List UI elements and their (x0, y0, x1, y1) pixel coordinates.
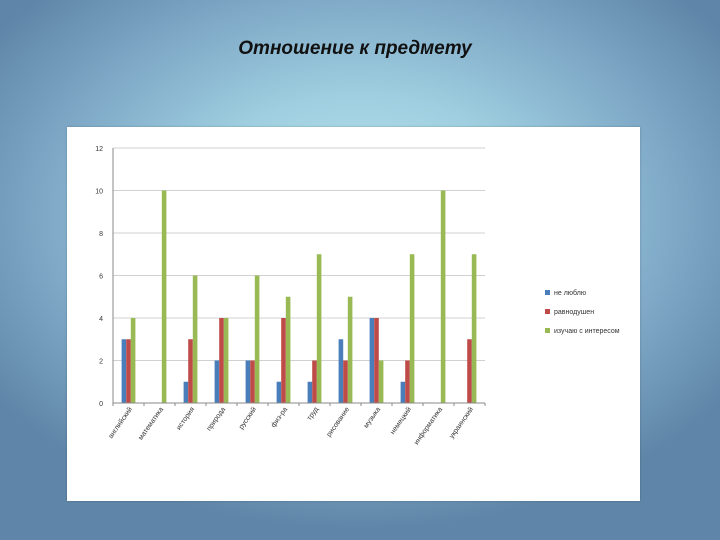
chart-panel: 0 2 4 6 8 10 12 английский математика история при… (67, 127, 640, 501)
x-tick-label: музыка (363, 406, 382, 430)
bar (400, 381, 406, 403)
x-tick-label: русский (237, 405, 258, 430)
x-tick-label: рисование (326, 406, 352, 438)
bar (183, 381, 189, 403)
bar (374, 318, 379, 403)
bar (378, 360, 384, 403)
legend-swatch (545, 290, 550, 295)
x-tick-label: природа (206, 406, 227, 432)
bar (471, 254, 477, 403)
y-axis: 0 2 4 6 8 10 12 (95, 146, 114, 408)
legend: не люблю равнодушен изучаю с интересом (545, 289, 620, 335)
bar (161, 190, 167, 403)
x-axis: английский математика история природа русски… (107, 402, 486, 446)
bar (409, 254, 415, 403)
bar (192, 275, 198, 403)
bar (369, 318, 375, 403)
legend-swatch (545, 309, 550, 314)
bars (121, 190, 477, 403)
legend-swatch (545, 328, 550, 333)
y-tick-label: 12 (95, 146, 103, 153)
bar (281, 318, 286, 403)
bar (440, 190, 446, 403)
bar (254, 275, 260, 403)
x-tick-label: немецкий (389, 405, 414, 435)
bar (347, 296, 353, 403)
x-tick-label: физ-ра (270, 406, 289, 429)
slide-title: Отношение к предмету (238, 38, 472, 59)
x-tick-label: математика (137, 406, 165, 442)
gridlines (113, 147, 485, 404)
bar (214, 360, 220, 403)
y-tick-label: 6 (99, 274, 103, 281)
bar (188, 339, 193, 403)
bar (250, 360, 255, 403)
legend-label: не люблю (554, 289, 586, 297)
y-tick-label: 8 (99, 231, 103, 238)
bar (316, 254, 322, 403)
bar (130, 318, 136, 403)
bar (219, 318, 224, 403)
y-tick-label: 0 (99, 401, 103, 408)
bar (405, 360, 410, 403)
bar (338, 339, 344, 403)
y-tick-label: 10 (95, 189, 103, 196)
bar (223, 318, 229, 403)
bar (467, 339, 472, 403)
bar (285, 296, 291, 403)
bar (312, 360, 317, 403)
x-tick-label: английский (107, 405, 135, 440)
bar (245, 360, 251, 403)
x-tick-label: украинский (448, 405, 476, 440)
bar (307, 381, 313, 403)
bar (343, 360, 348, 403)
x-tick-label: информатика (413, 406, 444, 446)
x-tick-label: история (175, 406, 196, 432)
y-tick-label: 2 (99, 359, 103, 366)
legend-label: равнодушен (554, 309, 594, 316)
legend-label: изучаю с интересом (554, 328, 620, 335)
bar-chart: 0 2 4 6 8 10 12 английский математика история при… (95, 146, 620, 446)
bar (276, 381, 282, 403)
bar (126, 339, 131, 403)
y-tick-label: 4 (99, 316, 103, 323)
bar (121, 339, 127, 403)
x-tick-label: труд (306, 406, 320, 422)
